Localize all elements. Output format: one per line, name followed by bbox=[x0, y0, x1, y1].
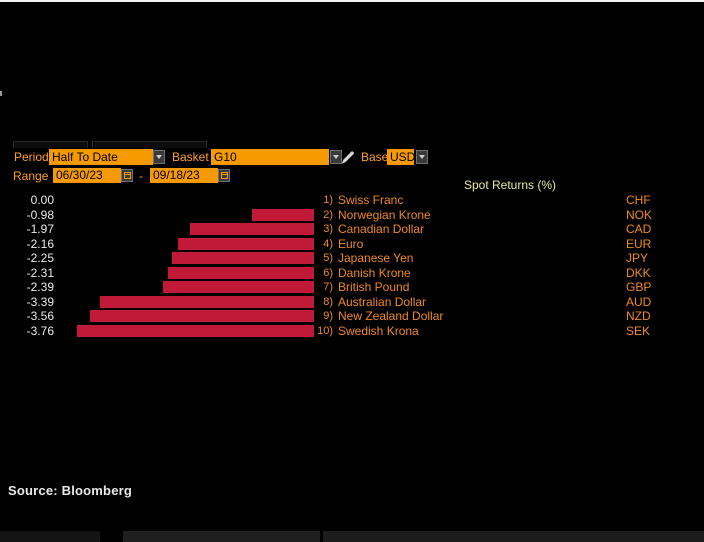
currency-name: Japanese Yen bbox=[338, 251, 414, 265]
return-bar bbox=[168, 266, 314, 279]
bottom-bar-segment bbox=[323, 531, 704, 542]
chevron-down-icon bbox=[419, 155, 425, 159]
base-label: Base bbox=[361, 150, 389, 164]
return-bar bbox=[77, 324, 314, 337]
currency-name: British Pound bbox=[338, 280, 410, 294]
currency-name: Canadian Dollar bbox=[338, 222, 425, 236]
rank-label: 1) bbox=[323, 194, 333, 206]
bottom-bar-segment bbox=[123, 531, 320, 542]
bar-value-label: -3.76 bbox=[26, 323, 54, 338]
range-end-calendar-button[interactable] bbox=[218, 169, 230, 182]
return-bar bbox=[178, 237, 314, 250]
range-end-field[interactable]: 09/18/23 bbox=[150, 168, 218, 183]
currency-name: Norwegian Krone bbox=[338, 207, 431, 222]
basket-dropdown-button[interactable] bbox=[330, 150, 342, 164]
chart-row: -3.56 9) New Zealand Dollar NZD bbox=[0, 309, 704, 324]
base-dropdown-button[interactable] bbox=[416, 150, 428, 164]
rank-label: 5) bbox=[323, 252, 333, 264]
currency-code: CAD bbox=[626, 222, 652, 236]
bottom-bar-segment bbox=[0, 531, 100, 542]
bottom-taskbar bbox=[0, 531, 704, 542]
return-bar bbox=[90, 310, 314, 322]
chevron-down-icon bbox=[156, 155, 162, 159]
range-label: Range bbox=[13, 169, 49, 183]
rank-label: 6) bbox=[323, 266, 333, 279]
currency-code: CHF bbox=[626, 193, 651, 207]
bar-value-label: -0.98 bbox=[26, 207, 54, 222]
currency-name: Swiss Franc bbox=[338, 193, 404, 207]
return-bar bbox=[172, 252, 314, 264]
period-field[interactable]: Half To Date bbox=[49, 149, 153, 165]
basket-field[interactable]: G10 bbox=[211, 149, 329, 165]
chart-row: -1.97 3) Canadian Dollar CAD bbox=[0, 222, 704, 237]
currency-name: Euro bbox=[338, 236, 364, 251]
calendar-icon bbox=[220, 172, 228, 179]
currency-code: DKK bbox=[626, 265, 651, 280]
rank-label: 4) bbox=[323, 237, 333, 250]
bar-value-label: -2.39 bbox=[26, 280, 54, 294]
basket-label: Basket bbox=[172, 150, 209, 164]
bar-value-label: -2.31 bbox=[26, 265, 54, 280]
bar-value-label: -2.25 bbox=[26, 251, 54, 265]
return-bar bbox=[100, 295, 314, 308]
rank-label: 3) bbox=[323, 223, 333, 235]
chart-row: 0.00 1) Swiss Franc CHF bbox=[0, 193, 704, 208]
return-bar bbox=[252, 208, 314, 221]
bar-value-label: -3.39 bbox=[26, 294, 54, 309]
collapsed-tab-left bbox=[13, 141, 88, 148]
chart-title: Spot Returns (%) bbox=[463, 178, 557, 192]
currency-code: NOK bbox=[626, 207, 653, 222]
bar-value-label: 0.00 bbox=[30, 193, 54, 207]
chart-row: -0.98 2) Norwegian Krone NOK bbox=[0, 208, 704, 223]
currency-code: NZD bbox=[626, 309, 651, 323]
edit-pencil-icon[interactable] bbox=[342, 150, 355, 164]
return-bar bbox=[163, 281, 314, 293]
bar-value-label: -1.97 bbox=[26, 222, 54, 236]
chart-row: -2.16 4) Euro EUR bbox=[0, 237, 704, 252]
bar-value-label: -3.56 bbox=[26, 309, 54, 323]
chart-row: -3.39 8) Australian Dollar AUD bbox=[0, 295, 704, 310]
currency-name: Australian Dollar bbox=[338, 294, 427, 309]
currency-name: Swedish Krona bbox=[338, 323, 419, 338]
return-bar bbox=[190, 223, 314, 235]
rank-label: 2) bbox=[323, 208, 333, 221]
period-label: Period bbox=[14, 150, 49, 164]
chart-rows: 0.00 1) Swiss Franc CHF -0.98 2) Norwegi… bbox=[0, 193, 704, 338]
rank-label: 10) bbox=[317, 324, 333, 337]
currency-name: Danish Krone bbox=[338, 265, 411, 280]
chevron-down-icon bbox=[333, 155, 339, 159]
base-field[interactable]: USD bbox=[387, 149, 414, 165]
period-dropdown-button[interactable] bbox=[153, 150, 165, 164]
rank-label: 9) bbox=[323, 310, 333, 322]
currency-code: GBP bbox=[626, 280, 652, 294]
source-attribution: Source: Bloomberg bbox=[8, 483, 133, 498]
chart-row: -2.25 5) Japanese Yen JPY bbox=[0, 251, 704, 266]
chart-row: -3.76 10) Swedish Krona SEK bbox=[0, 324, 704, 339]
range-start-calendar-button[interactable] bbox=[121, 169, 133, 182]
bar-value-label: -2.16 bbox=[26, 236, 54, 251]
rank-label: 8) bbox=[323, 295, 333, 308]
screenshot-top-edge bbox=[0, 0, 704, 2]
chart-row: -2.31 6) Danish Krone DKK bbox=[0, 266, 704, 281]
rank-label: 7) bbox=[323, 281, 333, 293]
currency-code: AUD bbox=[626, 294, 652, 309]
currency-name: New Zealand Dollar bbox=[338, 309, 444, 323]
range-separator: - bbox=[139, 169, 143, 183]
currency-code: SEK bbox=[626, 323, 651, 338]
currency-code: EUR bbox=[626, 236, 652, 251]
left-edge-artifact bbox=[0, 91, 2, 96]
currency-code: JPY bbox=[626, 251, 649, 265]
chart-row: -2.39 7) British Pound GBP bbox=[0, 280, 704, 295]
collapsed-tab-right bbox=[92, 141, 207, 148]
range-start-field[interactable]: 06/30/23 bbox=[53, 168, 121, 183]
calendar-icon bbox=[123, 172, 131, 179]
